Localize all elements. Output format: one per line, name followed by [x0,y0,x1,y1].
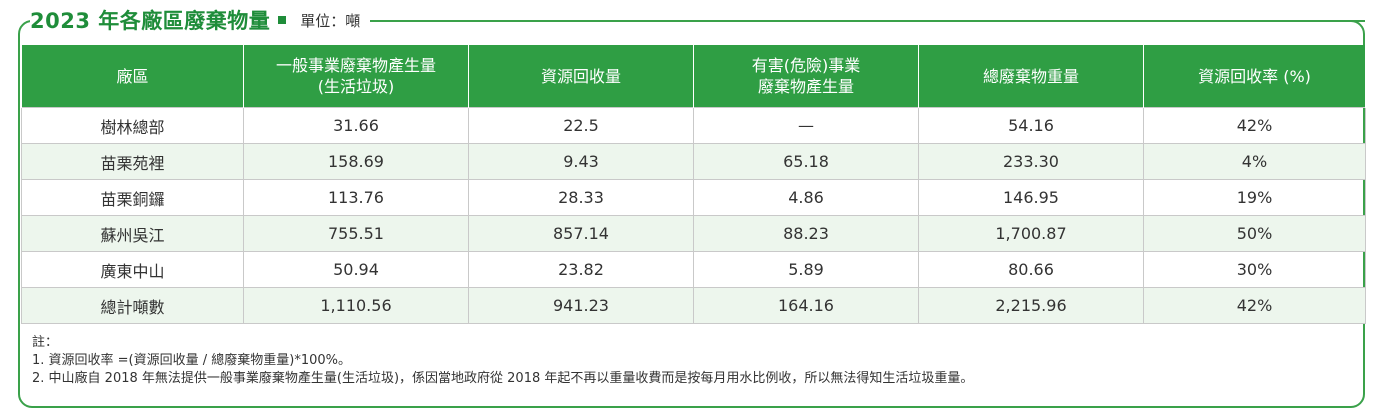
table-cell: 42% [1143,107,1366,144]
plant-cell: 樹林總部 [21,107,244,144]
table-row: 蘇州吳江 755.51 857.14 88.23 1,700.87 50% [21,215,1366,252]
page-title: 2023 年各廠區廢棄物量 [30,9,271,33]
table-cell: 88.23 [693,215,919,252]
table-cell: 19% [1143,179,1366,216]
plant-cell: 苗栗銅鑼 [21,179,244,216]
plant-cell: 廣東中山 [21,251,244,288]
table-row: 樹林總部 31.66 22.5 — 54.16 42% [21,107,1366,144]
square-bullet-icon [278,16,287,24]
table-cell: 2,215.96 [918,287,1144,324]
table-cell: 50% [1143,215,1366,252]
table-cell: 9.43 [468,143,694,180]
total-row: 總計噸數 1,110.56 941.23 164.16 2,215.96 42% [21,287,1366,324]
table-row: 苗栗苑裡 158.69 9.43 65.18 233.30 4% [21,143,1366,180]
table-cell: 80.66 [918,251,1144,288]
footnotes: 註： 1. 資源回收率 =(資源回收量 / 總廢棄物重量)*100%。 2. 中… [32,334,973,388]
title-rule [400,20,1365,22]
table-cell: 164.16 [693,287,919,324]
table-cell: 5.89 [693,251,919,288]
table-cell: 42% [1143,287,1366,324]
table-cell: 31.66 [243,107,469,144]
table-cell: 54.16 [918,107,1144,144]
table-cell: 30% [1143,251,1366,288]
col-header-plant: 廠區 [21,45,244,108]
table-cell: 146.95 [918,179,1144,216]
table-cell: 28.33 [468,179,694,216]
note-line: 1. 資源回收率 =(資源回收量 / 總廢棄物重量)*100%。 [32,353,352,368]
col-header-general-waste: 一般事業廢棄物產生量 (生活垃圾) [243,45,469,108]
table-cell: 1,110.56 [243,287,469,324]
waste-table: 廠區 一般事業廢棄物產生量 (生活垃圾) 資源回收量 有害(危險)事業 廢棄物產… [21,45,1366,324]
table-cell: — [693,107,919,144]
table-cell: 1,700.87 [918,215,1144,252]
note-heading: 註： [32,335,59,350]
plant-cell: 蘇州吳江 [21,215,244,252]
table-row: 廣東中山 50.94 23.82 5.89 80.66 30% [21,251,1366,288]
plant-cell: 苗栗苑裡 [21,143,244,180]
table-cell: 4.86 [693,179,919,216]
table-cell: 50.94 [243,251,469,288]
table-cell: 233.30 [918,143,1144,180]
table-cell: 857.14 [468,215,694,252]
table-cell: 158.69 [243,143,469,180]
table-cell: 755.51 [243,215,469,252]
col-header-hazardous: 有害(危險)事業 廢棄物產生量 [693,45,919,108]
unit-label: 單位：噸 [300,11,361,30]
title-bar: 2023 年各廠區廢棄物量 單位：噸 [30,4,371,36]
table-cell: 4% [1143,143,1366,180]
table-cell: 65.18 [693,143,919,180]
header-row: 廠區 一般事業廢棄物產生量 (生活垃圾) 資源回收量 有害(危險)事業 廢棄物產… [21,45,1366,108]
table-cell: 22.5 [468,107,694,144]
col-header-rate: 資源回收率 (%) [1143,45,1366,108]
plant-cell: 總計噸數 [21,287,244,324]
note-line: 2. 中山廠自 2018 年無法提供一般事業廢棄物產生量(生活垃圾)，係因當地政… [32,371,974,386]
table-cell: 23.82 [468,251,694,288]
table-cell: 941.23 [468,287,694,324]
col-header-recycled: 資源回收量 [468,45,694,108]
col-header-total: 總廢棄物重量 [918,45,1144,108]
table-row: 苗栗銅鑼 113.76 28.33 4.86 146.95 19% [21,179,1366,216]
table-cell: 113.76 [243,179,469,216]
